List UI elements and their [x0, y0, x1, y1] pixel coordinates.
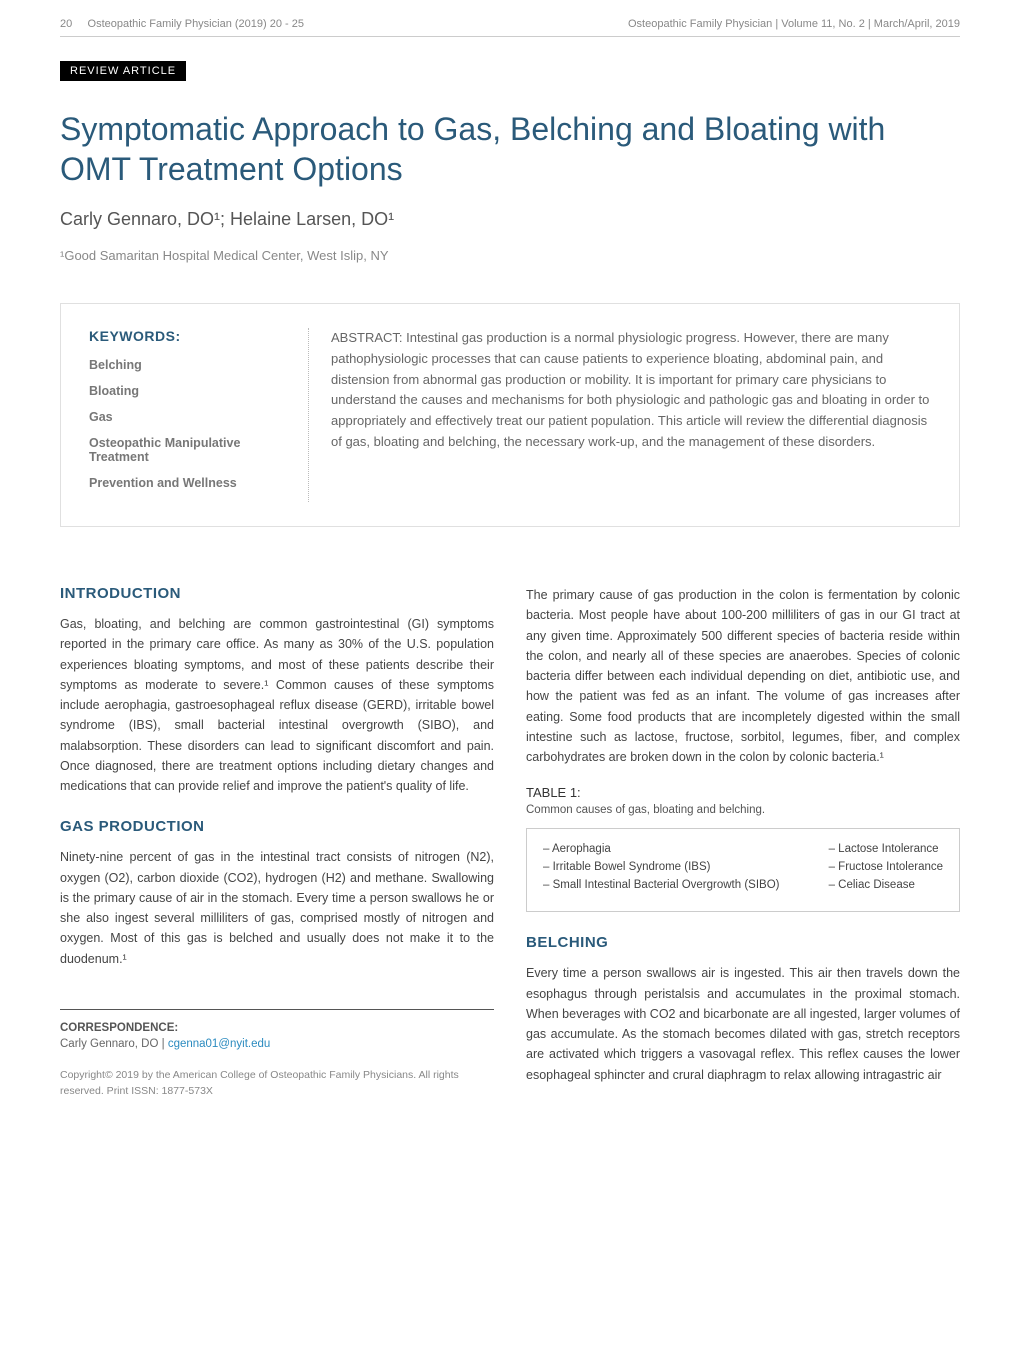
- authors-line: Carly Gennaro, DO¹; Helaine Larsen, DO¹: [60, 209, 960, 230]
- header-rule: [60, 36, 960, 37]
- page-number: 20: [60, 18, 72, 30]
- body-columns: INTRODUCTION Gas, bloating, and belching…: [60, 563, 960, 1099]
- keywords-heading: KEYWORDS:: [89, 328, 290, 344]
- table-cell: – Lactose Intolerance: [829, 843, 943, 855]
- body-paragraph: Ninety-nine percent of gas in the intest…: [60, 847, 494, 969]
- table-cell: – Fructose Intolerance: [829, 861, 943, 873]
- article-type-badge: REVIEW ARTICLE: [60, 61, 186, 81]
- correspondence-line: Carly Gennaro, DO | cgenna01@nyit.edu: [60, 1038, 494, 1050]
- running-header: 20 Osteopathic Family Physician (2019) 2…: [0, 0, 1020, 36]
- table-cell: – Celiac Disease: [829, 879, 943, 891]
- body-paragraph: Gas, bloating, and belching are common g…: [60, 614, 494, 796]
- table-1-box: – Aerophagia – Irritable Bowel Syndrome …: [526, 828, 960, 912]
- body-paragraph: The primary cause of gas production in t…: [526, 585, 960, 767]
- keyword-item: Osteopathic Manipulative Treatment: [89, 436, 290, 464]
- journal-citation-right: Osteopathic Family Physician | Volume 11…: [628, 18, 960, 30]
- table-cell: – Small Intestinal Bacterial Overgrowth …: [543, 879, 779, 891]
- keyword-item: Belching: [89, 358, 290, 372]
- keywords-column: KEYWORDS: Belching Bloating Gas Osteopat…: [89, 328, 309, 502]
- table-col-2: – Lactose Intolerance – Fructose Intoler…: [829, 843, 943, 897]
- keyword-item: Gas: [89, 410, 290, 424]
- correspondence-email-link[interactable]: cgenna01@nyit.edu: [168, 1038, 270, 1050]
- section-heading-gas-production: GAS PRODUCTION: [60, 818, 494, 835]
- keyword-item: Bloating: [89, 384, 290, 398]
- table-cell: – Irritable Bowel Syndrome (IBS): [543, 861, 779, 873]
- section-heading-belching: BELCHING: [526, 934, 960, 951]
- body-paragraph: Every time a person swallows air is inge…: [526, 963, 960, 1085]
- correspondence-author: Carly Gennaro, DO |: [60, 1038, 168, 1050]
- article-title: Symptomatic Approach to Gas, Belching an…: [60, 109, 960, 189]
- copyright-notice: Copyright© 2019 by the American College …: [60, 1068, 494, 1100]
- table-caption: Common causes of gas, bloating and belch…: [526, 804, 960, 816]
- header-left: 20 Osteopathic Family Physician (2019) 2…: [60, 18, 304, 30]
- left-column: INTRODUCTION Gas, bloating, and belching…: [60, 563, 494, 1099]
- table-cell: – Aerophagia: [543, 843, 779, 855]
- right-column: The primary cause of gas production in t…: [526, 563, 960, 1099]
- abstract-container: KEYWORDS: Belching Bloating Gas Osteopat…: [60, 303, 960, 527]
- correspondence-heading: CORRESPONDENCE:: [60, 1022, 494, 1034]
- keyword-item: Prevention and Wellness: [89, 476, 290, 490]
- abstract-text: ABSTRACT: Intestinal gas production is a…: [309, 328, 931, 502]
- affiliation-line: ¹Good Samaritan Hospital Medical Center,…: [60, 248, 960, 263]
- table-label: TABLE 1:: [526, 785, 960, 800]
- correspondence-rule: [60, 1009, 494, 1010]
- journal-citation-left: Osteopathic Family Physician (2019) 20 -…: [88, 18, 304, 30]
- table-col-1: – Aerophagia – Irritable Bowel Syndrome …: [543, 843, 779, 897]
- section-heading-introduction: INTRODUCTION: [60, 585, 494, 602]
